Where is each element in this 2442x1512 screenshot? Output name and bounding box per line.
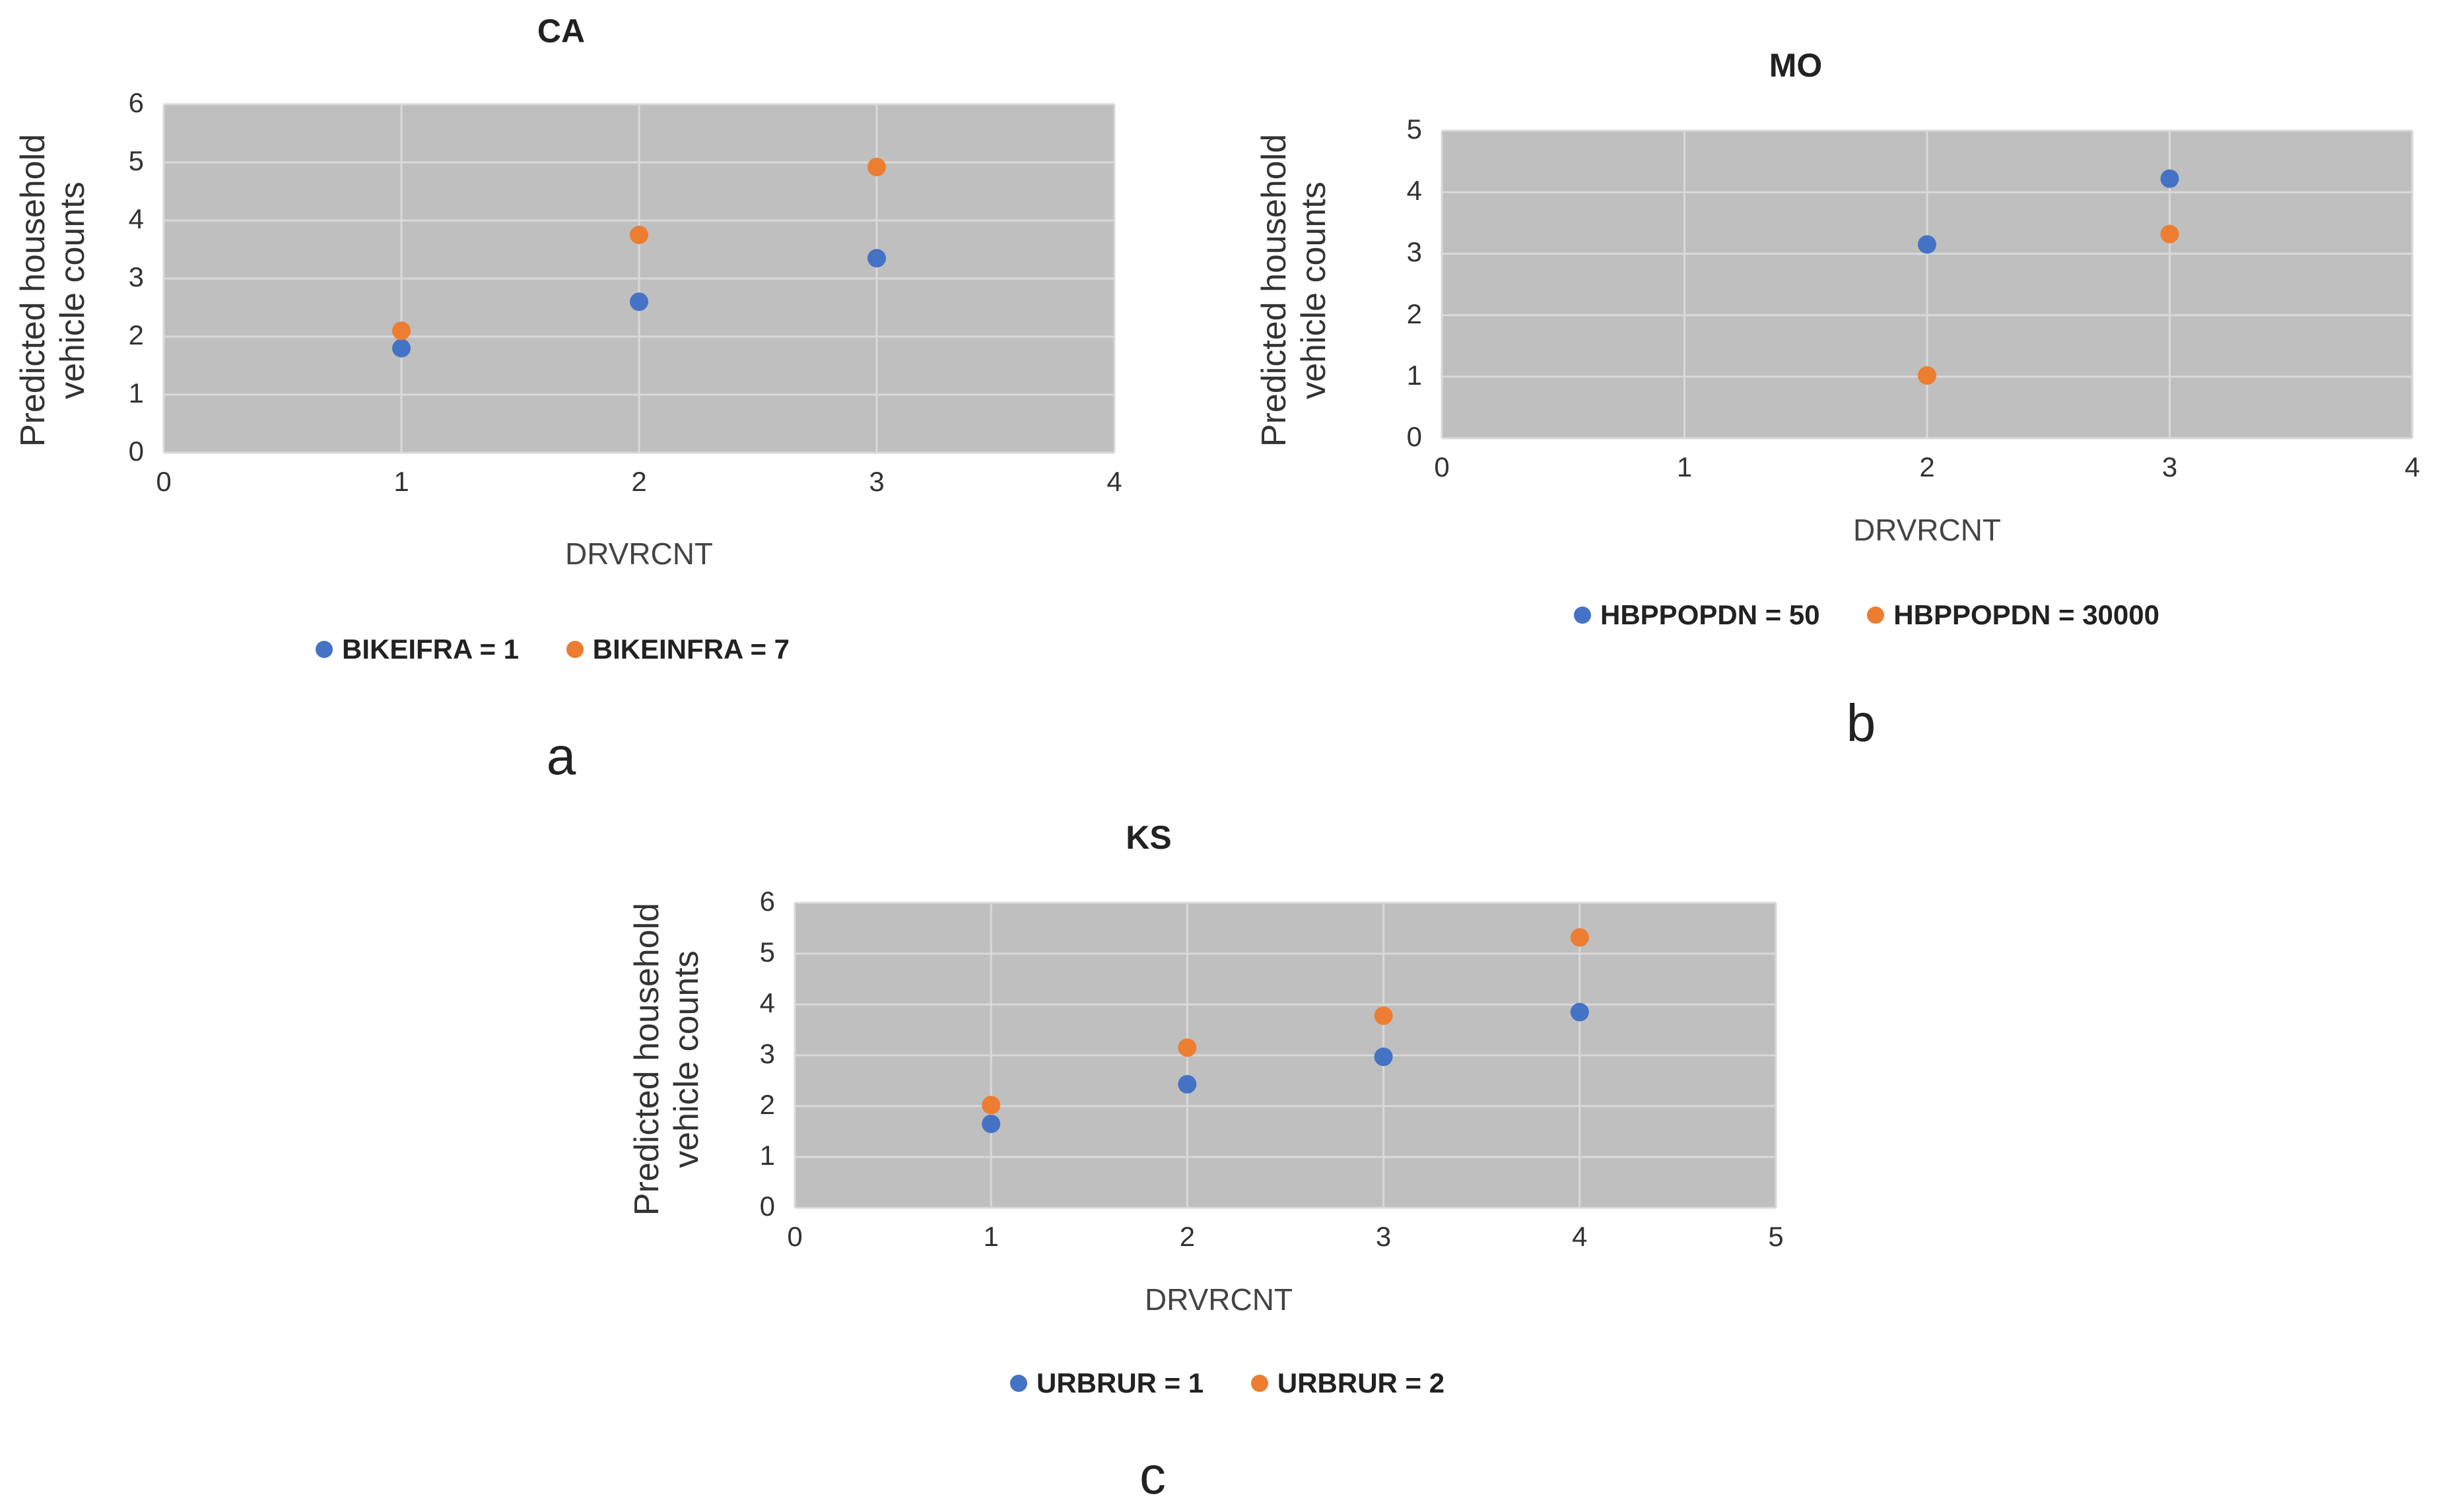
legend-label: BIKEIFRA = 1 bbox=[342, 634, 519, 665]
x-tick-label: 0 bbox=[156, 466, 172, 497]
x-axis-label: DRVRCNT bbox=[1852, 513, 2002, 547]
panel-label: a bbox=[546, 727, 576, 785]
data-point-series-2 bbox=[982, 1096, 1001, 1115]
legend-marker bbox=[566, 640, 584, 658]
legend-label: URBRUR = 2 bbox=[1277, 1367, 1445, 1398]
x-tick-label: 0 bbox=[1434, 451, 1450, 482]
data-point-series-2 bbox=[2160, 224, 2179, 244]
legend-label: HBPPOPDN = 50 bbox=[1600, 599, 1820, 630]
y-tick-label: 5 bbox=[128, 145, 144, 176]
legend: URBRUR = 1 URBRUR = 2 bbox=[1010, 1367, 1484, 1399]
data-point-series-2 bbox=[1374, 1006, 1393, 1025]
legend-item: HBPPOPDN = 30000 bbox=[1867, 599, 2159, 631]
plot-layer bbox=[162, 103, 1116, 454]
legend-item: BIKEINFRA = 7 bbox=[566, 634, 790, 665]
legend-item: URBRUR = 2 bbox=[1250, 1367, 1445, 1399]
data-point-series-2 bbox=[392, 321, 411, 341]
x-axis-label: DRVRCNT bbox=[564, 537, 714, 571]
y-tick-label: 5 bbox=[759, 937, 775, 968]
y-axis-label: Predicted household vehicle counts bbox=[14, 133, 92, 447]
y-axis-label: Predicted household vehicle counts bbox=[1255, 133, 1333, 447]
y-tick-label: 3 bbox=[1406, 236, 1422, 268]
chart-title: CA bbox=[537, 13, 586, 49]
chart-panel-mo: MO Predicted household vehicle counts DR… bbox=[1254, 0, 2442, 792]
x-tick-label: 3 bbox=[2161, 451, 2178, 482]
y-tick-label: 2 bbox=[759, 1089, 775, 1120]
legend: BIKEIFRA = 1 BIKEINFRA = 7 bbox=[316, 634, 829, 665]
y-tick-label: 4 bbox=[1406, 175, 1422, 207]
y-tick-label: 2 bbox=[128, 319, 144, 350]
legend-marker bbox=[316, 640, 333, 658]
legend: HBPPOPDN = 50 HBPPOPDN = 30000 bbox=[1574, 599, 2199, 631]
data-point-series-1 bbox=[630, 292, 648, 312]
x-tick-label: 1 bbox=[983, 1221, 999, 1252]
legend-item: URBRUR = 1 bbox=[1010, 1367, 1204, 1399]
panel-label: c bbox=[1139, 1446, 1166, 1505]
x-tick-label: 4 bbox=[2404, 451, 2420, 482]
legend-label: URBRUR = 1 bbox=[1036, 1367, 1204, 1398]
plot-layer bbox=[794, 902, 1777, 1209]
data-point-series-1 bbox=[1374, 1047, 1393, 1067]
x-tick-label: 4 bbox=[1106, 466, 1122, 497]
x-tick-label: 4 bbox=[1572, 1221, 1588, 1252]
y-tick-label: 2 bbox=[1406, 298, 1422, 329]
x-tick-label: 5 bbox=[1768, 1221, 1784, 1252]
legend-marker bbox=[1010, 1374, 1027, 1392]
data-point-series-1 bbox=[982, 1114, 1001, 1133]
y-tick-label: 3 bbox=[128, 261, 144, 292]
y-tick-label: 3 bbox=[759, 1038, 775, 1069]
panel-label: b bbox=[1846, 694, 1876, 752]
x-tick-label: 0 bbox=[787, 1221, 803, 1252]
legend-label: HBPPOPDN = 30000 bbox=[1893, 599, 2159, 630]
x-tick-label: 2 bbox=[1919, 451, 1935, 482]
x-tick-label: 3 bbox=[869, 466, 885, 497]
data-point-series-1 bbox=[2160, 169, 2179, 188]
chart-panel-ks: KS Predicted household vehicle counts DR… bbox=[594, 799, 1915, 1511]
y-tick-label: 6 bbox=[759, 886, 775, 917]
y-tick-label: 1 bbox=[128, 378, 144, 409]
data-point-series-1 bbox=[1918, 235, 1936, 254]
data-point-series-1 bbox=[1570, 1003, 1589, 1022]
y-tick-label: 0 bbox=[1406, 421, 1422, 452]
data-point-series-2 bbox=[867, 158, 886, 177]
x-tick-label: 1 bbox=[1676, 451, 1693, 482]
legend-marker bbox=[1250, 1374, 1268, 1392]
plot-layer bbox=[1441, 129, 2414, 440]
y-tick-label: 5 bbox=[1406, 114, 1422, 145]
y-tick-label: 0 bbox=[128, 436, 144, 467]
legend-marker bbox=[1867, 606, 1885, 624]
y-tick-label: 4 bbox=[128, 203, 144, 234]
y-tick-label: 1 bbox=[1406, 359, 1422, 391]
chart-title: KS bbox=[1126, 819, 1172, 856]
legend-item: HBPPOPDN = 50 bbox=[1574, 599, 1820, 631]
y-tick-label: 1 bbox=[759, 1140, 775, 1171]
legend-label: BIKEINFRA = 7 bbox=[592, 634, 790, 665]
x-tick-label: 3 bbox=[1375, 1221, 1392, 1252]
legend-item: BIKEIFRA = 1 bbox=[316, 634, 519, 665]
data-point-series-2 bbox=[1918, 366, 1936, 385]
y-tick-label: 6 bbox=[128, 87, 144, 118]
data-point-series-1 bbox=[392, 339, 411, 358]
x-tick-label: 1 bbox=[393, 466, 409, 497]
data-point-series-2 bbox=[630, 226, 648, 244]
y-axis-label: Predicted household vehicle counts bbox=[628, 902, 706, 1216]
data-point-series-2 bbox=[1570, 928, 1589, 947]
x-tick-label: 2 bbox=[631, 466, 647, 497]
chart-panel-ca: CA Predicted household vehicle counts DR… bbox=[0, 0, 1188, 792]
data-point-series-2 bbox=[1178, 1038, 1197, 1057]
data-point-series-1 bbox=[1178, 1074, 1197, 1094]
legend-marker bbox=[1574, 606, 1591, 624]
data-point-series-1 bbox=[867, 249, 886, 268]
y-tick-label: 4 bbox=[759, 987, 775, 1018]
x-axis-label: DRVRCNT bbox=[1144, 1282, 1293, 1317]
x-tick-label: 2 bbox=[1179, 1221, 1196, 1252]
y-tick-label: 0 bbox=[759, 1191, 775, 1222]
chart-title: MO bbox=[1769, 47, 1823, 84]
